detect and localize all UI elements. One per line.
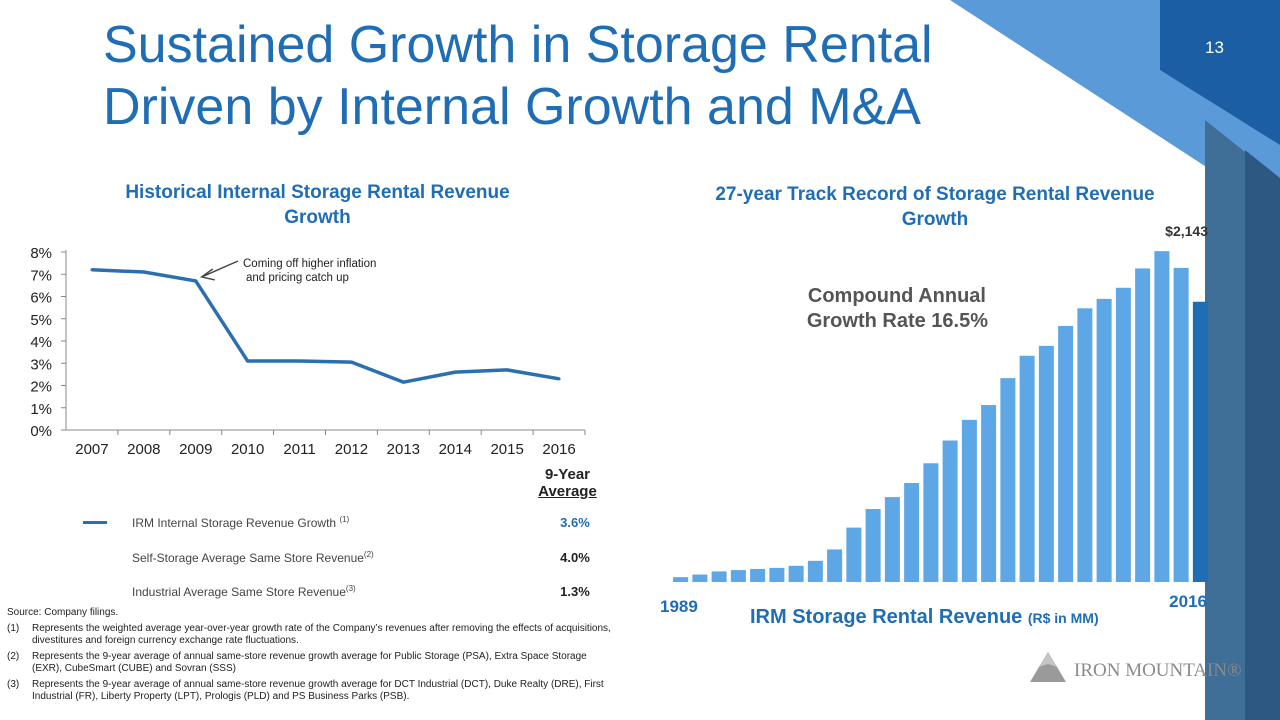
legend-row-self-storage: Self-Storage Average Same Store Revenue(… xyxy=(80,550,620,572)
legend-label: IRM Internal Storage Revenue Growth (1) xyxy=(132,515,350,530)
bar-1994 xyxy=(769,567,785,582)
last-bar-value-label: $2,143 xyxy=(1165,223,1208,239)
legend-value: 3.6% xyxy=(560,515,590,530)
line-chart: 0% 1% 2% 3% 4% 5% 6% 7% 8% 2007 2008 2009 2010 2011 20… xyxy=(30,245,586,458)
bar-1998 xyxy=(846,527,862,582)
logo-text: IRON MOUNTAIN® xyxy=(1074,660,1242,681)
source-note: Source: Company filings. xyxy=(7,607,119,618)
legend-label: Industrial Average Same Store Revenue(3) xyxy=(132,584,356,599)
y-tick-label: 5% xyxy=(30,312,52,329)
corner-dark-triangle xyxy=(1160,0,1280,145)
x-axis-title-unit: (R$ in MM) xyxy=(1028,610,1099,626)
legend-label: Self-Storage Average Same Store Revenue(… xyxy=(132,550,374,565)
data-point xyxy=(505,368,509,372)
first-year-label: 1989 xyxy=(660,597,698,616)
bar-2000 xyxy=(884,497,900,582)
annotation-text-line1: Coming off higher inflation xyxy=(243,258,376,270)
x-tick-label: 2012 xyxy=(335,441,368,458)
bar-2011 xyxy=(1096,298,1112,582)
annotation-text-line2: and pricing catch up xyxy=(246,272,349,284)
bar-1997 xyxy=(827,549,843,582)
bar-chart: $2,143 1989 2016 IRM Storage Rental Revenue… xyxy=(660,223,1208,628)
title-line-2: Driven by Internal Growth and M&A xyxy=(103,78,921,136)
cagr-annotation-line2: Growth Rate 16.5% xyxy=(807,310,988,332)
x-tick-label: 2011 xyxy=(283,441,315,458)
bar-1993 xyxy=(750,568,766,582)
bar-2014 xyxy=(1154,251,1170,582)
x-tick-label: 2009 xyxy=(179,441,212,458)
bar-1992 xyxy=(730,570,746,582)
average-header: 9-Year Average xyxy=(520,466,615,500)
data-point xyxy=(349,360,353,364)
title-line-1: Sustained Growth in Storage Rental xyxy=(103,16,933,74)
annotation-arrow xyxy=(201,260,239,278)
data-point xyxy=(401,380,405,384)
data-point xyxy=(142,270,146,274)
bar-1999 xyxy=(865,509,881,582)
x-axis-title: IRM Storage Rental Revenue (R$ in MM) xyxy=(750,606,1099,628)
bar-2009 xyxy=(1058,325,1074,582)
bar-1996 xyxy=(807,560,823,582)
bar-1995 xyxy=(788,565,804,582)
page-number: 13 xyxy=(1205,38,1224,57)
bar-2001 xyxy=(904,483,920,582)
bar-2006 xyxy=(1000,378,1016,582)
bar-2003 xyxy=(942,440,958,582)
x-tick-label: 2014 xyxy=(439,441,472,458)
y-tick-label: 3% xyxy=(30,356,52,373)
cagr-annotation-line1: Compound Annual xyxy=(808,285,986,307)
y-tick-label: 1% xyxy=(30,401,52,418)
x-tick-label: 2010 xyxy=(231,441,264,458)
bar-1989 xyxy=(673,577,689,582)
x-tick-label: 2007 xyxy=(75,441,108,458)
data-point xyxy=(557,377,561,381)
x-tick-label: 2008 xyxy=(127,441,160,458)
mountain-icon xyxy=(1030,652,1066,682)
x-tick-label: 2015 xyxy=(490,441,523,458)
bar-2013 xyxy=(1135,268,1151,582)
x-axis-title-main: IRM Storage Rental Revenue xyxy=(750,606,1028,628)
bar-2002 xyxy=(923,463,939,582)
y-tick-label: 4% xyxy=(30,334,52,351)
page-title: Sustained Growth in Storage Rental Drive… xyxy=(103,14,933,138)
series-line-irm xyxy=(91,268,560,384)
bar-2008 xyxy=(1038,345,1054,582)
y-tick-label: 2% xyxy=(30,379,52,396)
y-tick-label: 6% xyxy=(30,290,52,307)
data-point xyxy=(90,268,94,272)
bar-2015 xyxy=(1173,267,1189,582)
y-tick-label: 0% xyxy=(30,423,52,440)
annotation-arrowhead xyxy=(199,268,215,281)
bar-2007 xyxy=(1019,355,1035,582)
bar-2010 xyxy=(1077,308,1093,582)
legend-line-swatch xyxy=(83,521,107,524)
legend-row-industrial: Industrial Average Same Store Revenue(3)… xyxy=(80,584,620,606)
legend-value: 4.0% xyxy=(560,550,590,565)
legend-value: 1.3% xyxy=(560,584,590,599)
iron-mountain-logo: IRON MOUNTAIN® xyxy=(1030,650,1250,686)
average-header-line2: Average xyxy=(538,483,597,500)
data-point xyxy=(453,370,457,374)
legend-row-irm: IRM Internal Storage Revenue Growth (1) … xyxy=(80,515,620,537)
bar-chart-title: 27-year Track Record of Storage Rental R… xyxy=(715,184,1155,230)
bar-1990 xyxy=(692,574,708,582)
bar-1991 xyxy=(711,571,727,582)
bar-2016 xyxy=(1192,301,1208,582)
last-year-label: 2016 xyxy=(1169,592,1207,611)
y-tick-label: 7% xyxy=(30,267,52,284)
average-header-line1: 9-Year xyxy=(544,466,591,483)
y-tick-label: 8% xyxy=(30,245,52,262)
x-tick-label: 2016 xyxy=(542,441,575,458)
bar-2005 xyxy=(981,405,997,582)
data-point xyxy=(298,359,302,363)
line-chart-title: Historical Internal Storage Rental Reven… xyxy=(125,182,510,228)
data-point xyxy=(194,279,198,283)
bar-2012 xyxy=(1115,287,1131,582)
x-tick-label: 2013 xyxy=(387,441,420,458)
bar-2004 xyxy=(961,419,977,582)
data-point xyxy=(246,359,250,363)
